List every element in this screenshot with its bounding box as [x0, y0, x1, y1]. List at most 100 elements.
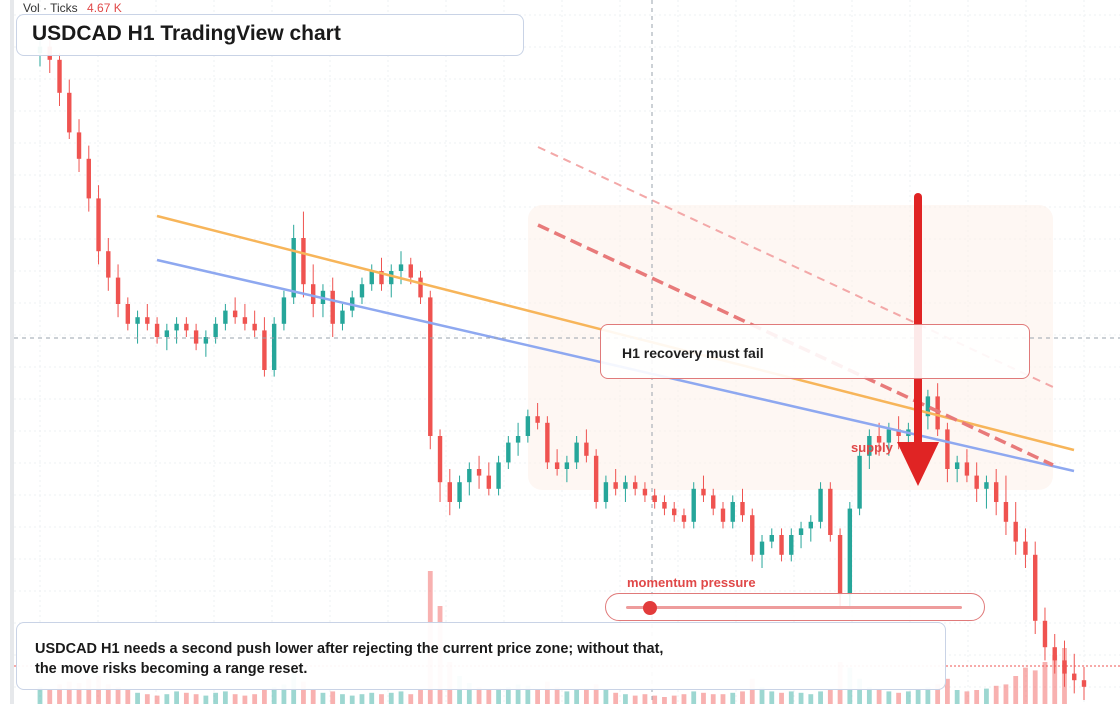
candle-body	[379, 271, 384, 285]
candle-body	[769, 535, 774, 542]
volume-bar	[144, 694, 150, 704]
candlestick	[779, 528, 784, 562]
candlestick	[1072, 653, 1077, 694]
candle-body	[564, 462, 570, 469]
chart-left-border	[10, 0, 14, 704]
candlestick	[154, 317, 160, 344]
volume-bar	[749, 678, 755, 704]
annotation-note[interactable]: H1 recovery must fail	[600, 324, 1030, 379]
candle-body	[828, 488, 833, 535]
candlestick	[271, 317, 277, 377]
candle-body	[428, 297, 433, 436]
volume-bar	[866, 687, 872, 704]
candlestick	[389, 264, 394, 298]
caption-card: USDCAD H1 needs a second push lower afte…	[16, 622, 946, 690]
candle-body	[398, 264, 404, 271]
candle-body	[652, 495, 657, 502]
candlestick	[86, 145, 91, 212]
candle-body	[203, 337, 209, 344]
volume-bar	[281, 684, 287, 704]
candlestick	[730, 495, 735, 529]
candlestick	[203, 330, 209, 357]
candlestick	[876, 422, 882, 456]
volume-bar	[583, 688, 589, 704]
candle-body	[964, 462, 970, 476]
candlestick	[369, 264, 374, 291]
candlestick	[545, 416, 550, 469]
candlestick	[57, 53, 62, 106]
volume-bar	[86, 678, 92, 704]
volume-bar	[496, 688, 501, 704]
candlestick	[1033, 541, 1038, 634]
candle-body	[662, 502, 667, 509]
candlestick	[476, 455, 482, 489]
candle-body	[86, 158, 91, 199]
candle-body	[145, 317, 150, 324]
candlestick	[925, 389, 931, 430]
volume-bar	[242, 695, 248, 704]
momentum-slider[interactable]	[605, 593, 985, 621]
candlestick	[76, 119, 82, 172]
volume-bar	[1052, 655, 1058, 704]
candlestick	[184, 317, 189, 337]
candlestick	[720, 502, 726, 529]
candle-body	[389, 271, 394, 285]
chart-title-card: USDCAD H1 TradingView chart	[16, 14, 524, 56]
annotation-note-text: H1 recovery must fail	[622, 345, 764, 361]
volume-bar	[954, 690, 960, 704]
volume-bar	[701, 692, 706, 704]
candlestick	[798, 521, 804, 549]
caption-line-2: the move risks becoming a range reset.	[35, 661, 308, 677]
volume-bar	[827, 690, 833, 704]
candlestick	[1081, 667, 1087, 700]
candle-body	[1081, 680, 1087, 687]
volume-bar	[535, 690, 541, 704]
candlestick	[437, 429, 443, 502]
candlestick	[330, 277, 335, 337]
candle-body	[593, 455, 599, 502]
candle-body	[154, 323, 160, 337]
candlestick	[106, 238, 111, 291]
candle-body	[984, 482, 989, 489]
candlestick	[515, 422, 521, 456]
volume-bar	[47, 690, 53, 704]
volume-bar	[632, 695, 638, 704]
candle-body	[818, 488, 823, 522]
candle-body	[886, 429, 892, 443]
volume-bar	[379, 694, 384, 704]
candle-body	[496, 462, 501, 489]
candle-body	[359, 284, 365, 298]
candle-body	[798, 528, 804, 535]
volume-bar	[720, 694, 726, 704]
volume-bar	[905, 691, 911, 704]
candlestick	[818, 482, 823, 529]
momentum-thumb[interactable]	[642, 601, 657, 615]
dashed-channel-upper[interactable]	[537, 146, 1054, 388]
candle-body	[271, 323, 277, 370]
candle-body	[974, 475, 979, 489]
candle-body	[467, 469, 472, 483]
candle-body	[281, 297, 287, 324]
volume-bar	[769, 691, 775, 704]
volume-bar	[340, 694, 345, 704]
volume-bar	[105, 684, 111, 704]
candlestick	[164, 323, 170, 351]
candle-body	[632, 482, 638, 489]
volume-bar	[788, 691, 794, 704]
candlestick	[642, 482, 648, 502]
volume-bar	[359, 694, 365, 704]
candle-body	[1013, 521, 1018, 542]
volume-bar	[642, 694, 648, 704]
candlestick	[554, 449, 560, 476]
candlestick	[681, 508, 687, 529]
candle-body	[457, 482, 462, 502]
volume-legend-value: 4.67 K	[87, 1, 122, 15]
volume-bar	[662, 697, 667, 704]
candle-body	[945, 429, 950, 469]
candlestick	[252, 310, 257, 337]
candle-body	[252, 323, 257, 331]
volume-bar	[76, 683, 82, 704]
candle-body	[876, 436, 882, 443]
dashed-channel-lower[interactable]	[537, 223, 1054, 467]
volume-bar	[57, 684, 62, 704]
